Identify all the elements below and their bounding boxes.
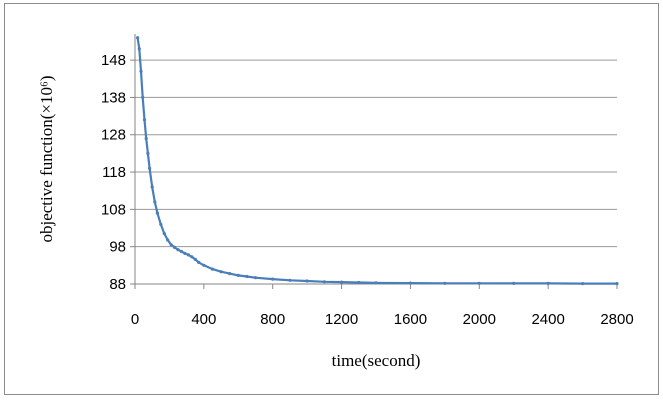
- x-tick-label: 400: [191, 311, 216, 328]
- data-point: [340, 280, 344, 284]
- data-point: [169, 243, 173, 247]
- data-point: [357, 280, 361, 285]
- data-point: [153, 200, 157, 204]
- x-tick-label: 2400: [531, 311, 564, 328]
- data-point: [173, 245, 177, 249]
- data-point: [166, 238, 170, 242]
- data-point: [202, 263, 206, 267]
- x-tick-label: 1600: [394, 311, 427, 328]
- y-tick-label: 118: [102, 164, 126, 181]
- data-point: [148, 166, 152, 170]
- data-point: [162, 232, 166, 236]
- data-point: [477, 281, 481, 285]
- y-tick-labels: 88 98 108 118 128 138 148: [101, 52, 135, 293]
- chart-container: 0 400 800 1200 1600 2000 2400 2800 88 98 108 118 12…: [4, 3, 659, 395]
- x-axis-title: time(second): [332, 351, 421, 370]
- series-line: [136, 37, 617, 285]
- data-point: [176, 248, 180, 252]
- data-point: [512, 281, 516, 285]
- data-point: [546, 281, 550, 285]
- data-point: [150, 185, 154, 189]
- data-point: [210, 267, 215, 271]
- y-tick-label: 128: [101, 127, 126, 144]
- y-tick-label: 88: [109, 276, 126, 293]
- data-point: [236, 273, 240, 277]
- y-tick-label: 98: [109, 239, 126, 256]
- data-point: [142, 118, 147, 122]
- data-point: [141, 95, 145, 99]
- data-point: [179, 249, 184, 254]
- x-tick-label: 2000: [463, 311, 496, 328]
- data-point: [146, 151, 150, 155]
- y-tick-label: 148: [101, 52, 126, 69]
- data-point: [443, 281, 447, 285]
- series-layer: [136, 36, 619, 286]
- data-point: [144, 136, 148, 141]
- data-point: [228, 272, 232, 276]
- data-point: [288, 278, 292, 282]
- data-point: [186, 253, 190, 257]
- x-tick-label: 0: [131, 311, 139, 328]
- data-point: [253, 276, 258, 280]
- x-tick-labels: 0 400 800 1200 1600 2000 2400 2800: [131, 284, 634, 328]
- data-point: [581, 282, 585, 286]
- x-tick-label: 800: [260, 311, 285, 328]
- data-point: [190, 255, 194, 259]
- y-tick-label: 138: [101, 89, 126, 106]
- x-tick-label: 1200: [325, 311, 358, 328]
- data-point: [615, 282, 619, 286]
- data-point: [271, 277, 275, 281]
- data-point: [183, 251, 187, 255]
- line-chart: 0 400 800 1200 1600 2000 2400 2800 88 98 108 118 12…: [37, 34, 634, 370]
- data-point: [155, 211, 159, 215]
- data-point: [193, 257, 197, 261]
- data-point: [305, 279, 309, 283]
- data-point: [197, 260, 201, 264]
- y-tick-label: 108: [101, 201, 126, 218]
- data-point: [374, 281, 378, 285]
- data-point: [159, 222, 163, 226]
- y-axis-title: objective function(×10⁶): [37, 75, 56, 242]
- data-point: [322, 280, 326, 284]
- data-point: [139, 69, 143, 73]
- data-point: [136, 36, 140, 40]
- data-point: [219, 270, 223, 274]
- gridlines: [135, 59, 617, 248]
- data-point: [137, 47, 141, 51]
- data-point: [245, 274, 249, 279]
- x-tick-label: 2800: [600, 311, 633, 328]
- data-point: [408, 281, 412, 285]
